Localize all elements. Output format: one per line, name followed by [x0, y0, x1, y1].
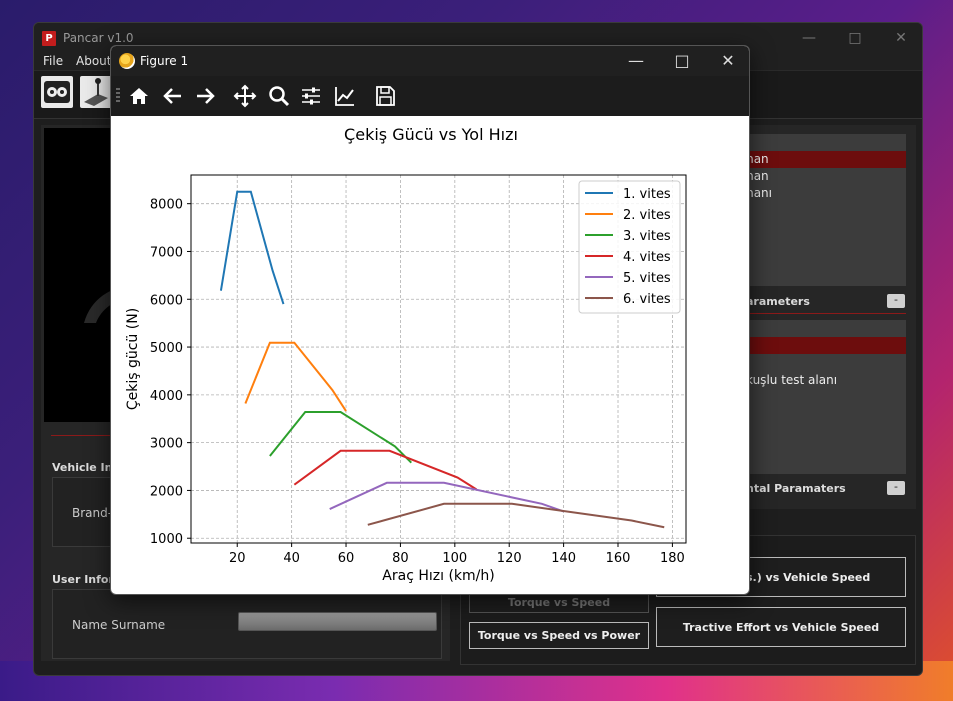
close-icon[interactable]: ✕	[895, 30, 907, 46]
x-tick-label: 160	[606, 551, 631, 566]
gearbox-icon[interactable]	[80, 76, 112, 108]
figure-window: Figure 1 — □ ✕ Çekiş Gücü vs Yol Hızı 20…	[110, 45, 750, 595]
chart-ticks: 20 40 60 80 100 120 140 160 180 1000 2000 3000 4000 5…	[150, 198, 685, 566]
parameters-label: arameters	[746, 295, 810, 308]
legend-label: 3. vites	[623, 229, 671, 244]
minimize-icon[interactable]: —	[802, 30, 816, 46]
name-input[interactable]	[238, 612, 437, 631]
y-tick-label: 5000	[150, 341, 183, 356]
y-tick-label: 6000	[150, 293, 183, 308]
legend-label: 4. vites	[623, 250, 671, 265]
app-title: Pancar v1.0	[63, 31, 134, 45]
series-line-1	[219, 190, 285, 305]
divider	[746, 313, 906, 314]
toolbar-grip	[116, 88, 120, 104]
y-tick-label: 4000	[150, 389, 183, 404]
close-icon[interactable]: ✕	[721, 51, 735, 70]
x-tick-label: 60	[338, 551, 355, 566]
name-label: Name Surname	[72, 618, 166, 632]
x-tick-label: 180	[660, 551, 685, 566]
vehicle-info-label: Vehicle Info	[52, 461, 125, 474]
user-info-label: User Inform	[52, 573, 126, 586]
configure-icon[interactable]	[299, 84, 323, 108]
matplotlib-icon	[119, 53, 135, 69]
figure-title: Figure 1	[140, 54, 189, 68]
y-tick-label: 3000	[150, 437, 183, 452]
series-line-2	[244, 341, 347, 412]
engine-icon[interactable]	[41, 76, 73, 108]
maximize-icon[interactable]: □	[674, 51, 690, 70]
chart-legend: 1. vites 2. vites 3. vites 4. vites 5. vites…	[578, 180, 681, 314]
chart-series	[219, 190, 665, 529]
brand-label: Brand-M	[72, 506, 123, 520]
series-line-6	[367, 502, 665, 529]
collapse-button[interactable]: -	[887, 481, 905, 495]
axes-icon[interactable]	[333, 84, 357, 108]
y-tick-label: 8000	[150, 198, 183, 213]
list-item[interactable]: kuşlu test alanı	[746, 373, 838, 387]
series-line-4	[293, 449, 478, 491]
minimize-icon[interactable]: —	[628, 51, 644, 70]
back-icon[interactable]	[161, 84, 185, 108]
y-tick-label: 7000	[150, 245, 183, 260]
x-tick-label: 100	[442, 551, 467, 566]
menu-file[interactable]: File	[43, 54, 64, 68]
tractive-effort-button[interactable]: Tractive Effort vs Vehicle Speed	[656, 607, 906, 647]
x-tick-label: 120	[497, 551, 522, 566]
x-axis-label: Araç Hızı (km/h)	[382, 568, 494, 584]
zoom-icon[interactable]	[267, 84, 291, 108]
environmental-parameters-label: ntal Paramaters	[746, 482, 846, 495]
chart-title: Çekiş Gücü vs Yol Hızı	[344, 125, 518, 144]
x-tick-label: 40	[283, 551, 300, 566]
app-logo-icon: P	[42, 31, 56, 46]
legend-label: 6. vites	[623, 292, 671, 307]
forward-icon[interactable]	[193, 84, 217, 108]
y-axis-label: Çekiş gücü (N)	[125, 308, 141, 410]
x-tick-label: 20	[229, 551, 246, 566]
series-line-3	[269, 411, 413, 464]
legend-label: 5. vites	[623, 271, 671, 286]
figure-toolbar	[111, 76, 749, 116]
x-tick-label: 140	[551, 551, 576, 566]
home-icon[interactable]	[127, 84, 151, 108]
menu-about[interactable]: About	[76, 54, 112, 68]
y-tick-label: 2000	[150, 484, 183, 499]
figure-title-bar: Figure 1 — □ ✕	[111, 46, 749, 76]
legend-label: 2. vites	[623, 208, 671, 223]
series-line-5	[329, 481, 564, 513]
x-tick-label: 80	[392, 551, 409, 566]
torque-vs-speed-button[interactable]: Torque vs Speed	[469, 591, 649, 613]
pan-icon[interactable]	[233, 84, 257, 108]
maximize-icon[interactable]: □	[848, 30, 862, 46]
tractive-effort-chart: Çekiş Gücü vs Yol Hızı 20 40 60 80 100 120 140…	[125, 125, 687, 584]
save-icon[interactable]	[373, 84, 397, 108]
legend-label: 1. vites	[623, 187, 671, 202]
torque-speed-power-button[interactable]: Torque vs Speed vs Power	[469, 622, 649, 649]
y-tick-label: 1000	[150, 532, 183, 547]
collapse-button[interactable]: -	[887, 294, 905, 308]
plot-frame	[190, 174, 687, 544]
